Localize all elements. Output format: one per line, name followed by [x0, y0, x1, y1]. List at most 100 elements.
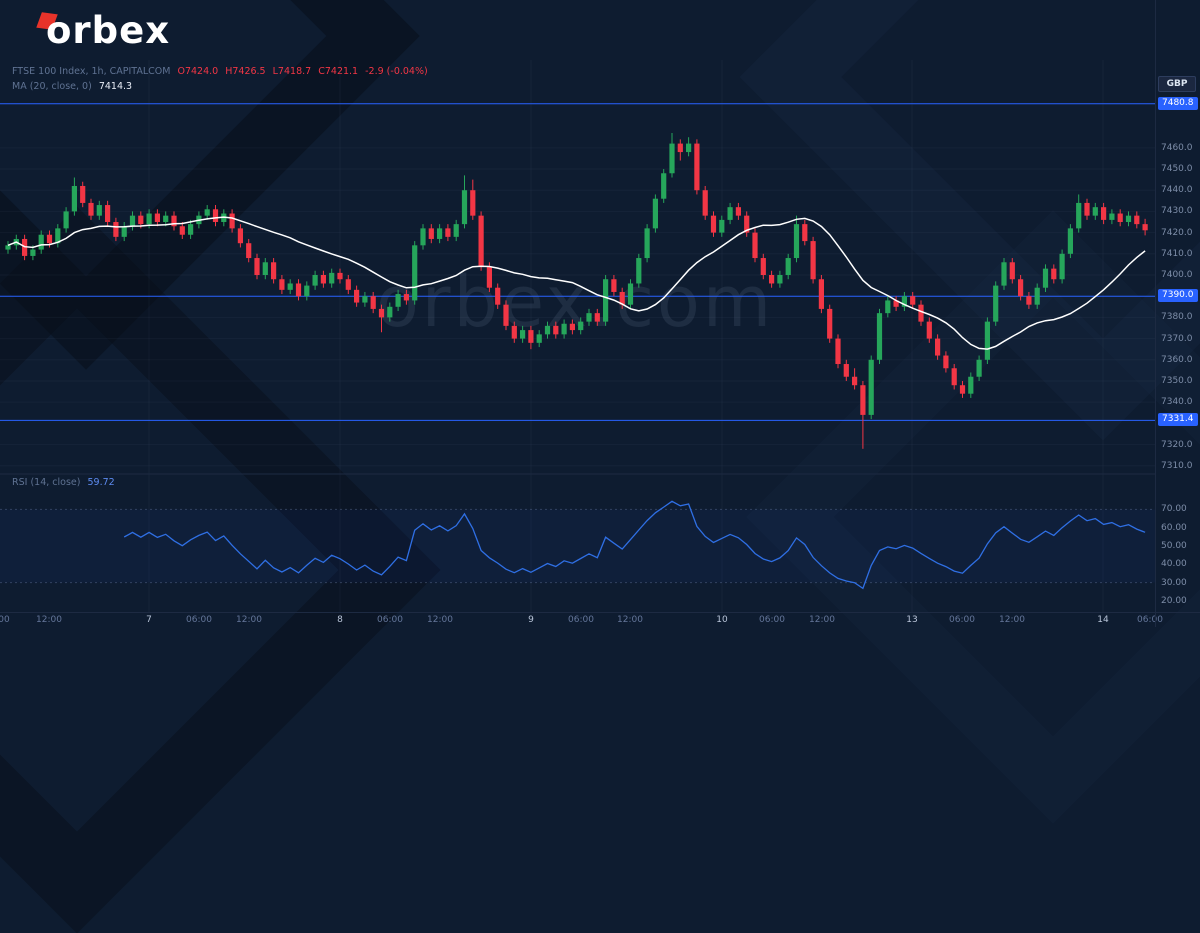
- candle-body: [926, 321, 932, 339]
- candle-body: [694, 143, 700, 191]
- candle-body: [619, 291, 625, 305]
- ma-legend-value: 7414.3: [98, 81, 133, 92]
- candle-body: [835, 338, 841, 365]
- candle-body: [611, 279, 617, 292]
- candle-body: [669, 143, 675, 174]
- candle-body: [644, 228, 650, 259]
- candle-body: [893, 300, 899, 307]
- candle-body: [5, 245, 11, 250]
- price-tick-label: 7430.0: [1161, 206, 1193, 217]
- time-tick-label: 7: [146, 615, 152, 625]
- candle-body: [943, 355, 949, 369]
- time-tick-label: 06:00: [186, 615, 212, 625]
- time-tick-label: 8: [337, 615, 343, 625]
- candle-body: [428, 228, 434, 239]
- candle-body: [271, 262, 277, 280]
- candle-body: [71, 185, 77, 212]
- candle-body: [312, 275, 318, 286]
- candle-body: [88, 202, 94, 216]
- candle-body: [1109, 213, 1115, 220]
- candle-body: [661, 173, 667, 199]
- price-tick-label: 7420.0: [1161, 227, 1193, 238]
- candle-body: [262, 262, 268, 275]
- candle-body: [993, 285, 999, 322]
- candle-body: [594, 313, 600, 322]
- time-tick-label: 12:00: [236, 615, 262, 625]
- candle-body: [1009, 262, 1015, 280]
- candle-body: [1101, 207, 1107, 220]
- candle-body: [412, 245, 418, 301]
- candle-body: [146, 213, 152, 225]
- candle-body: [453, 224, 459, 237]
- time-tick-label: 10: [716, 615, 728, 625]
- candle-body: [910, 296, 916, 305]
- time-tick-label: 06:00: [568, 615, 594, 625]
- candle-body: [843, 364, 849, 377]
- currency-badge: GBP: [1158, 76, 1196, 92]
- rsi-line: [123, 500, 1146, 590]
- price-axis[interactable]: GBP 7460.0 7450.0 7440.0 7430.0 7420.0 7410.0…: [1155, 0, 1200, 627]
- time-tick-label: 12:00: [427, 615, 453, 625]
- candle-body: [827, 308, 833, 339]
- price-tick-label: 7320.0: [1161, 439, 1193, 450]
- price-level-badge: 7331.4: [1158, 413, 1198, 427]
- candle-body: [495, 287, 501, 305]
- rsi-tick-label: 30.00: [1161, 577, 1187, 588]
- candle-body: [445, 228, 451, 237]
- candle-body: [163, 215, 169, 223]
- candle-body: [337, 272, 343, 280]
- rsi-legend-label[interactable]: RSI (14, close): [12, 477, 81, 488]
- candle-body: [279, 279, 285, 290]
- candle-body: [1092, 207, 1098, 216]
- ma-line: [7, 216, 1146, 350]
- candle-body: [154, 213, 160, 223]
- candle-body: [105, 205, 111, 223]
- candle-body: [935, 338, 941, 356]
- candle-body: [1034, 287, 1040, 305]
- ma-legend[interactable]: MA (20, close, 0) 7414.3: [12, 81, 136, 92]
- rsi-legend-value: 59.72: [87, 477, 115, 488]
- price-tick-label: 7380.0: [1161, 312, 1193, 323]
- candle-body: [55, 228, 61, 244]
- candle-body: [1051, 268, 1057, 280]
- candle-body: [569, 323, 575, 331]
- time-axis[interactable]: 00 12:00 7 06:00 12:00 8 06:00 12:00 9 06:00 12:00…: [0, 612, 1200, 628]
- candle-body: [810, 241, 816, 280]
- price-tick-label: 7450.0: [1161, 164, 1193, 175]
- candle-body: [370, 296, 376, 309]
- rsi-tick-label: 60.00: [1161, 522, 1187, 533]
- candle-body: [503, 304, 509, 326]
- candle-body: [1125, 215, 1132, 223]
- candle-body: [918, 304, 924, 322]
- price-tick-label: 7360.0: [1161, 354, 1193, 365]
- candle-body: [984, 321, 990, 360]
- candle-body: [1018, 279, 1024, 297]
- ma-legend-label[interactable]: MA (20, close, 0): [12, 81, 92, 92]
- candle-body: [254, 258, 260, 275]
- time-tick-label: 13: [906, 615, 918, 625]
- rsi-legend[interactable]: RSI (14, close) 59.72: [12, 477, 119, 488]
- candle-body: [204, 209, 210, 216]
- rsi-tick-label: 20.00: [1161, 595, 1187, 606]
- time-tick-label: 12:00: [999, 615, 1025, 625]
- candle-body: [38, 234, 44, 250]
- candle-body: [735, 207, 741, 216]
- candle-body: [362, 296, 368, 303]
- price-level-badge: 7390.0: [1158, 289, 1198, 303]
- price-chart-canvas[interactable]: orbex.com: [0, 0, 1200, 627]
- candle-body: [138, 215, 144, 225]
- candle-body: [179, 226, 185, 235]
- candle-body: [528, 330, 534, 343]
- candle-body: [852, 376, 858, 386]
- symbol-title[interactable]: FTSE 100 Index, 1h, CAPITALCOM: [12, 66, 171, 77]
- orbex-logo-text: orbex: [46, 9, 171, 52]
- candle-body: [354, 289, 360, 303]
- price-tick-label: 7460.0: [1161, 142, 1193, 153]
- candle-body: [1026, 296, 1032, 305]
- candle-body: [777, 275, 783, 284]
- candle-body: [868, 359, 874, 415]
- time-tick-label: 06:00: [1137, 615, 1163, 625]
- symbol-legend[interactable]: FTSE 100 Index, 1h, CAPITALCOM O7424.0 H…: [12, 66, 432, 77]
- candle-body: [710, 215, 717, 233]
- candle-body: [1142, 224, 1148, 231]
